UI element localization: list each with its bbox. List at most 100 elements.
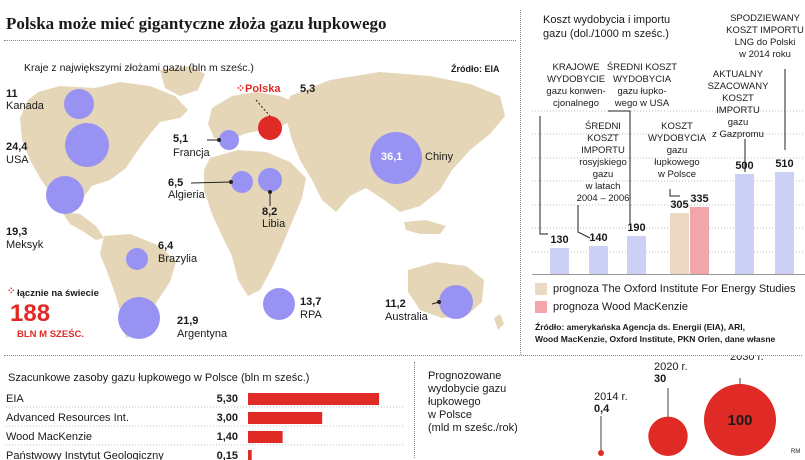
map-label-chiny: Chiny xyxy=(425,151,454,163)
forecast-year-label: 2030 r. xyxy=(730,356,764,363)
map-label-rpa: RPA xyxy=(300,309,322,321)
map-label-meksyk: Meksyk xyxy=(6,239,44,251)
bubble-meksyk xyxy=(46,176,84,214)
bubble-usa xyxy=(65,123,109,167)
reserves-value-label: 5,30 xyxy=(217,393,238,405)
cost-bar xyxy=(735,174,754,274)
map-label-australia: Australia xyxy=(385,311,428,323)
bubble-kanada xyxy=(64,89,94,119)
map-bubbles xyxy=(46,89,473,339)
legend-oxford-label: prognoza The Oxford Institute For Energy… xyxy=(553,283,796,295)
annotation-rosyjski: ŚREDNI KOSZT IMPORTU rosyjskiego gazu w latac… xyxy=(576,121,630,204)
page-title: Polska może mieć gigantyczne złoża gazu … xyxy=(6,14,387,33)
cost-bars xyxy=(550,172,794,274)
new-zealand-shape xyxy=(494,314,504,330)
forecast-year-label: 2014 r. xyxy=(594,391,628,403)
credit: RM xyxy=(791,449,801,455)
reserves-bar xyxy=(248,412,323,424)
total-value: 188 xyxy=(10,300,51,327)
map-value-rpa: 13,7 xyxy=(300,296,322,308)
leader-lines xyxy=(190,99,441,305)
annotation-lng: SPODZIEWANY KOSZT IMPORTU LNG do Polski w 2… xyxy=(726,13,804,60)
map-label-brazylia: Brazylia xyxy=(158,253,198,265)
legend-oxford-swatch xyxy=(535,283,547,295)
cost-value-label: 140 xyxy=(589,232,607,244)
bubble-polska xyxy=(258,116,282,140)
vertical-divider xyxy=(520,10,521,355)
cost-bar xyxy=(775,172,794,274)
forecast-value-label: 100 xyxy=(727,412,752,429)
reserves-category-label: Państwowy Instytut Geologiczny xyxy=(6,450,164,460)
annotation-polska: KOSZT WYDOBYCIA gazu łupkowego w Polsce xyxy=(647,121,707,180)
cost-bar xyxy=(690,207,709,274)
map-source: Źródło: EIA xyxy=(451,64,500,74)
cost-value-label: 500 xyxy=(735,160,753,172)
africa-shape xyxy=(204,150,306,296)
reserves-value-label: 3,00 xyxy=(217,412,238,424)
map-overlay xyxy=(46,89,473,339)
map-value-australia: 11,2 xyxy=(385,298,406,310)
cost-bar xyxy=(627,236,646,274)
reserves-category-label: EIA xyxy=(6,393,24,405)
leader-polska xyxy=(255,99,271,117)
cost-bar xyxy=(589,246,608,274)
cost-value-label: 130 xyxy=(550,234,568,246)
reserves-title: Szacunkowe zasoby gazu łupkowego w Polsc… xyxy=(8,372,310,384)
greenland-shape xyxy=(160,66,205,96)
map-label-usa: USA xyxy=(6,154,29,166)
map-subtitle: Kraje z największymi złożami gazu (bln m… xyxy=(24,62,254,74)
forecast-bubble xyxy=(598,450,604,456)
reserves-bar xyxy=(248,431,283,443)
map-value-meksyk: 19,3 xyxy=(6,226,28,238)
forecast-value-label: 30 xyxy=(654,373,666,385)
leader-algieria xyxy=(190,181,232,184)
cost-bar-chart: 130 140 190 305 335 500 510 xyxy=(532,69,805,275)
reserves-bar xyxy=(248,450,252,460)
bubble-australia xyxy=(439,285,473,319)
map-value-algieria: 6,5 xyxy=(168,177,184,189)
bubble-algieria xyxy=(231,171,253,193)
indonesia-shape xyxy=(404,220,446,234)
bubble-libia xyxy=(258,168,282,192)
annotation-usa: ŚREDNI KOSZT WYDOBYCIA gazu łupko-wego w U… xyxy=(606,62,678,109)
map-label-algieria: Algieria xyxy=(168,189,205,201)
cost-source-line2: Wood MacKenzie, Oxford Institute, PKN Or… xyxy=(535,334,776,344)
map-value-francja: 5,1 xyxy=(173,133,189,145)
total-marker-icon: ⁘ xyxy=(7,286,16,297)
reserves-value-label: 1,40 xyxy=(217,431,238,443)
leader-krajowe xyxy=(539,116,548,235)
bubble-brazylia xyxy=(126,248,148,270)
europe-shape xyxy=(208,92,300,142)
annotation-krajowe: KRAJOWE WYDOBYCIE gazu konwen-cjonalnego xyxy=(546,62,606,109)
map-value-chiny: 36,1 xyxy=(381,151,403,163)
bubble-argentyna xyxy=(118,297,160,339)
annotation-leaders xyxy=(539,69,786,239)
forecast-year-label: 2020 r. xyxy=(654,361,688,373)
cost-value-label: 190 xyxy=(627,222,645,234)
bottom-divider xyxy=(414,362,415,458)
forecast-bubble xyxy=(648,416,688,456)
reserves-bar-chart: EIA 5,30 Advanced Resources Int. 3,00 Wood M… xyxy=(6,393,405,460)
reserves-value-label: 0,15 xyxy=(217,450,238,460)
south-america-shape xyxy=(100,234,176,338)
total-label: łącznie na świecie xyxy=(17,288,99,299)
forecast-value-label: 0,4 xyxy=(594,403,610,415)
cost-bar xyxy=(670,213,689,274)
bubble-chiny xyxy=(370,132,422,184)
horizontal-divider xyxy=(4,355,802,356)
map-label-argentyna: Argentyna xyxy=(177,328,228,340)
forecast-bubble-chart: 2014 r.0,4 2020 r.30 2030 r. 100 xyxy=(594,356,776,456)
reserves-category-label: Wood MacKenzie xyxy=(6,431,92,443)
leader-usa xyxy=(608,110,631,224)
reserves-category-label: Advanced Resources Int. xyxy=(6,412,129,424)
map-value-brazylia: 6,4 xyxy=(158,240,174,252)
map-value-usa: 24,4 xyxy=(6,141,28,153)
cost-axis-base xyxy=(532,274,805,275)
legend-wood-label: prognoza Wood MacKenzie xyxy=(553,301,688,313)
total-unit: BLN M SZEŚC. xyxy=(17,329,85,340)
map-value-polska: 5,3 xyxy=(300,83,316,95)
leader-polska xyxy=(669,189,680,197)
cost-source-line1: Źródło: amerykańska Agencja ds. Energii … xyxy=(535,322,746,332)
bubble-francja xyxy=(219,130,239,150)
annotation-gazprom: AKTUALNY SZACOWANY KOSZT IMPORTU gazu z Gazpr… xyxy=(707,69,769,140)
